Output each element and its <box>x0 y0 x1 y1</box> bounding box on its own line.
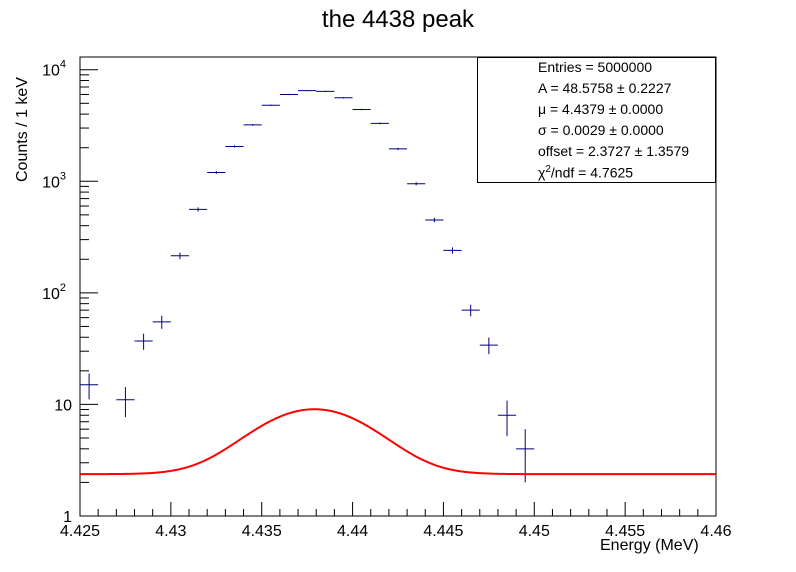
plot-frame <box>79 56 717 517</box>
stats-chi2: χ2/ndf = 4.7625 <box>538 164 633 181</box>
data-point <box>425 217 444 223</box>
data-point <box>497 400 517 437</box>
data-point <box>225 145 244 148</box>
x-axis-label: Energy (MeV) <box>600 537 699 554</box>
data-point <box>152 315 171 329</box>
data-point <box>479 337 498 355</box>
stats-chi2-symbol: χ <box>538 164 546 181</box>
data-point <box>388 147 408 151</box>
data-point <box>370 122 389 125</box>
y-tick-label: 104 <box>42 59 66 80</box>
stats-mean: μ = 4.4379 ± 0.0000 <box>538 101 664 117</box>
x-tick-label: 4.445 <box>423 523 463 540</box>
stats-entries: Entries = 5000000 <box>538 59 653 75</box>
stats-amplitude: A = 48.5758 ± 0.2227 <box>538 80 672 96</box>
data-point <box>243 124 262 126</box>
data-point <box>170 252 190 260</box>
stats-box: Entries = 5000000 A = 48.5758 ± 0.2227 μ… <box>477 57 716 183</box>
data-point <box>316 90 335 92</box>
x-tick-label: 4.455 <box>605 523 645 540</box>
stats-chi2-exp: 2 <box>545 164 551 175</box>
data-point <box>134 333 153 350</box>
chart-title: the 4438 peak <box>321 6 475 33</box>
stats-offset: offset = 2.3727 ± 1.3579 <box>538 143 690 159</box>
x-tick-label: 4.435 <box>242 523 282 540</box>
data-point <box>279 93 299 96</box>
data-point <box>261 104 280 106</box>
y-tick-label: 102 <box>42 282 66 303</box>
stats-sigma: σ = 0.0029 ± 0.0000 <box>538 122 664 138</box>
data-point <box>334 97 353 99</box>
data-point <box>207 171 226 174</box>
y-tick-label: 103 <box>42 170 66 191</box>
x-tick-label: 4.43 <box>155 523 186 540</box>
data-point <box>443 247 462 254</box>
data-point <box>407 182 426 186</box>
y-tick-label: 10 <box>54 397 72 414</box>
x-tick-label: 4.46 <box>700 523 731 540</box>
x-tick-label: 4.45 <box>519 523 550 540</box>
data-point <box>352 108 371 111</box>
data-point <box>298 89 317 92</box>
y-axis-label: Counts / 1 keV <box>14 77 31 182</box>
data-point <box>116 387 135 418</box>
y-tick-label: 1 <box>63 509 72 526</box>
x-tick-label: 4.425 <box>60 523 100 540</box>
stats-chi2-value: /ndf = 4.7625 <box>550 164 634 181</box>
data-point <box>461 304 480 317</box>
x-tick-label: 4.44 <box>337 523 368 540</box>
data-point <box>80 373 99 400</box>
fit-curve <box>80 408 716 476</box>
data-point <box>189 207 208 212</box>
